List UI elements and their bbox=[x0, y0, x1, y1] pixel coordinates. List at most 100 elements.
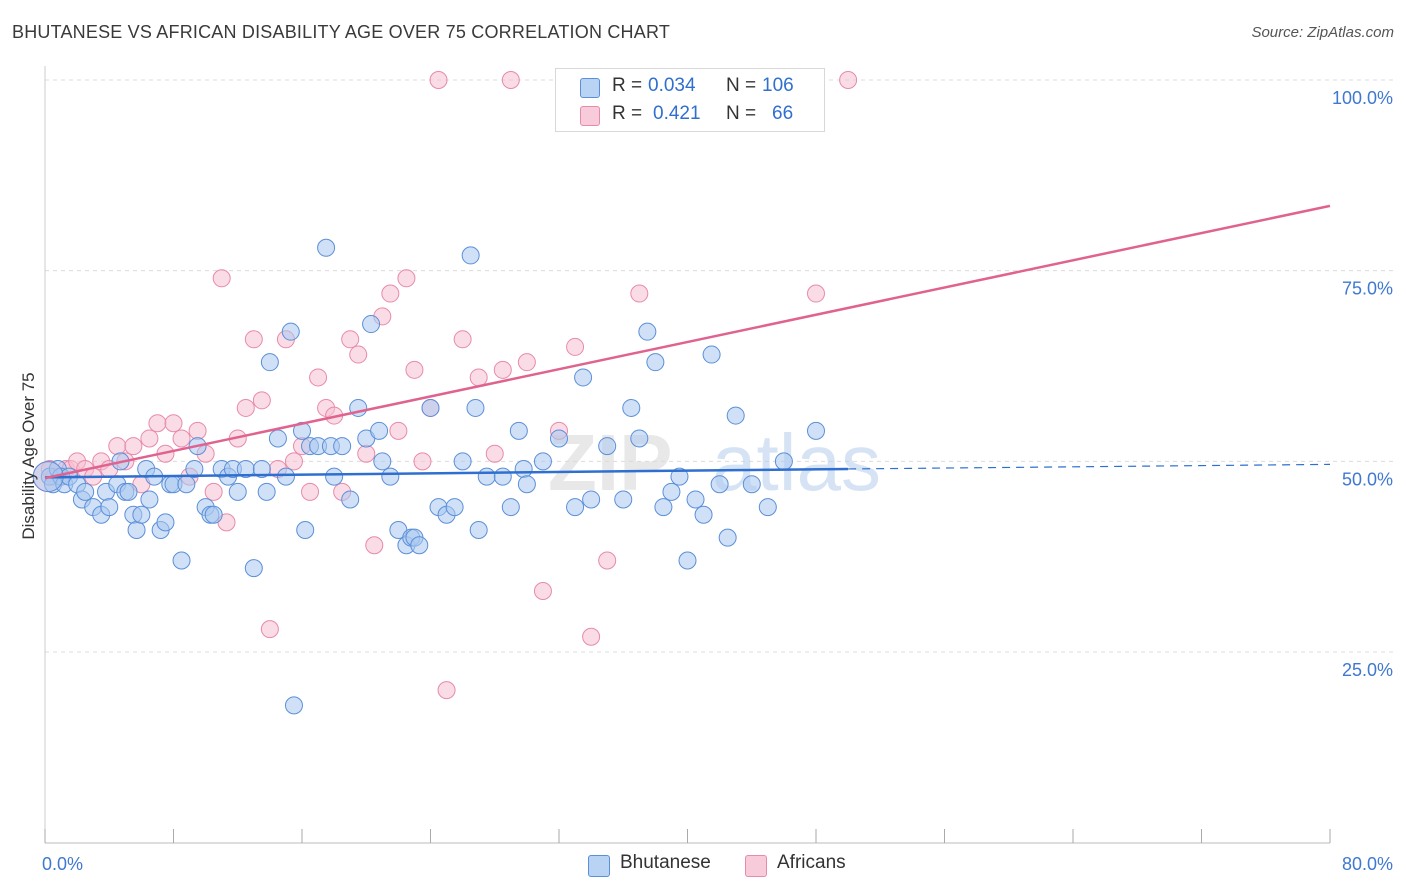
point-africans bbox=[341, 330, 360, 349]
point-africans bbox=[485, 444, 504, 463]
point-bhutanese bbox=[501, 498, 520, 517]
point-africans bbox=[429, 71, 448, 89]
point-bhutanese bbox=[421, 398, 440, 417]
point-bhutanese bbox=[100, 498, 119, 517]
point-bhutanese bbox=[533, 452, 552, 471]
point-bhutanese bbox=[710, 475, 729, 494]
point-bhutanese bbox=[119, 482, 138, 501]
point-bhutanese bbox=[260, 353, 279, 372]
point-bhutanese bbox=[638, 322, 657, 341]
point-bhutanese bbox=[185, 459, 204, 478]
point-bhutanese bbox=[598, 437, 617, 456]
point-bhutanese bbox=[177, 475, 196, 494]
trend-line-africans bbox=[44, 204, 1331, 480]
watermark-zip: ZIP bbox=[548, 418, 672, 507]
point-africans bbox=[204, 482, 223, 501]
axis-layer bbox=[44, 66, 1331, 844]
point-bhutanese bbox=[296, 520, 315, 539]
legend-swatch-blue bbox=[588, 855, 610, 877]
point-africans bbox=[252, 391, 271, 410]
point-africans bbox=[598, 551, 617, 570]
point-bhutanese bbox=[445, 498, 464, 517]
point-africans bbox=[839, 71, 858, 89]
point-africans bbox=[301, 482, 320, 501]
point-bhutanese bbox=[132, 505, 151, 524]
point-bhutanese bbox=[477, 467, 496, 486]
point-africans bbox=[397, 269, 416, 288]
point-africans bbox=[309, 368, 328, 387]
legend-n-value: 106 bbox=[762, 75, 794, 96]
point-africans bbox=[349, 345, 368, 364]
point-bhutanese bbox=[244, 559, 263, 578]
legend-r-label: R = bbox=[612, 75, 643, 96]
watermark: ZIP atlas bbox=[548, 418, 881, 507]
chart-title: BHUTANESE VS AFRICAN DISABILITY AGE OVER… bbox=[12, 22, 671, 42]
y-axis-title: Disability Age Over 75 bbox=[19, 372, 38, 539]
point-africans bbox=[533, 581, 552, 600]
legend-r-value: 0.421 bbox=[653, 103, 701, 124]
point-bhutanese bbox=[517, 475, 536, 494]
point-bhutanese bbox=[807, 421, 825, 440]
point-bhutanese bbox=[686, 490, 705, 509]
point-bhutanese bbox=[127, 520, 146, 539]
point-africans bbox=[389, 421, 408, 440]
points-layer bbox=[32, 71, 858, 715]
point-africans bbox=[260, 620, 279, 639]
point-bhutanese bbox=[370, 421, 389, 440]
point-bhutanese bbox=[76, 482, 95, 501]
point-africans bbox=[108, 437, 127, 456]
point-africans bbox=[807, 284, 825, 303]
point-africans bbox=[172, 429, 191, 448]
y-tick-label: 50.0% bbox=[1342, 469, 1393, 489]
point-bhutanese bbox=[566, 498, 585, 517]
point-bhutanese bbox=[469, 520, 488, 539]
point-africans bbox=[437, 681, 456, 700]
point-africans bbox=[566, 337, 585, 356]
point-africans bbox=[413, 452, 432, 471]
legend-r-label: R = bbox=[612, 103, 643, 124]
point-bhutanese bbox=[614, 490, 633, 509]
y-tick-label: 25.0% bbox=[1342, 660, 1393, 680]
point-bhutanese bbox=[140, 490, 159, 509]
point-africans bbox=[212, 269, 231, 288]
point-bhutanese bbox=[662, 482, 681, 501]
point-bhutanese bbox=[381, 467, 400, 486]
point-africans bbox=[501, 71, 520, 89]
point-bhutanese bbox=[654, 498, 673, 517]
point-bhutanese bbox=[718, 528, 737, 547]
point-bhutanese bbox=[678, 551, 697, 570]
point-bhutanese bbox=[228, 482, 247, 501]
point-africans bbox=[517, 353, 536, 372]
point-bhutanese bbox=[493, 467, 512, 486]
point-bhutanese bbox=[276, 467, 295, 486]
point-africans bbox=[582, 627, 601, 646]
point-africans bbox=[365, 536, 384, 555]
point-africans bbox=[284, 452, 303, 471]
legend-row-bhutanese: R = 0.034 N = 106 bbox=[556, 73, 824, 101]
point-africans bbox=[244, 330, 263, 349]
trend-line-bhutanese bbox=[44, 467, 849, 479]
point-bhutanese bbox=[333, 437, 352, 456]
point-africans bbox=[164, 414, 183, 433]
point-bhutanese bbox=[702, 345, 721, 364]
point-bhutanese bbox=[774, 452, 793, 471]
point-bhutanese bbox=[726, 406, 745, 425]
tick-labels-layer: 25.0% 50.0% 75.0% 100.0% 0.0% 80.0% Disability… bbox=[19, 88, 1393, 874]
point-africans bbox=[630, 284, 649, 303]
point-bhutanese bbox=[630, 429, 649, 448]
point-bhutanese bbox=[670, 467, 689, 486]
point-bhutanese bbox=[317, 238, 336, 257]
point-africans bbox=[188, 421, 207, 440]
legend-n-label: N = bbox=[726, 75, 757, 96]
legend-swatch-pink bbox=[580, 106, 600, 126]
point-bhutanese bbox=[362, 315, 381, 334]
point-bhutanese bbox=[268, 429, 287, 448]
point-bhutanese bbox=[284, 696, 303, 715]
point-bhutanese bbox=[582, 490, 601, 509]
point-bhutanese bbox=[694, 505, 713, 524]
point-bhutanese bbox=[742, 475, 761, 494]
y-tick-label: 75.0% bbox=[1342, 279, 1393, 299]
point-bhutanese bbox=[574, 368, 593, 387]
point-bhutanese bbox=[281, 322, 300, 341]
